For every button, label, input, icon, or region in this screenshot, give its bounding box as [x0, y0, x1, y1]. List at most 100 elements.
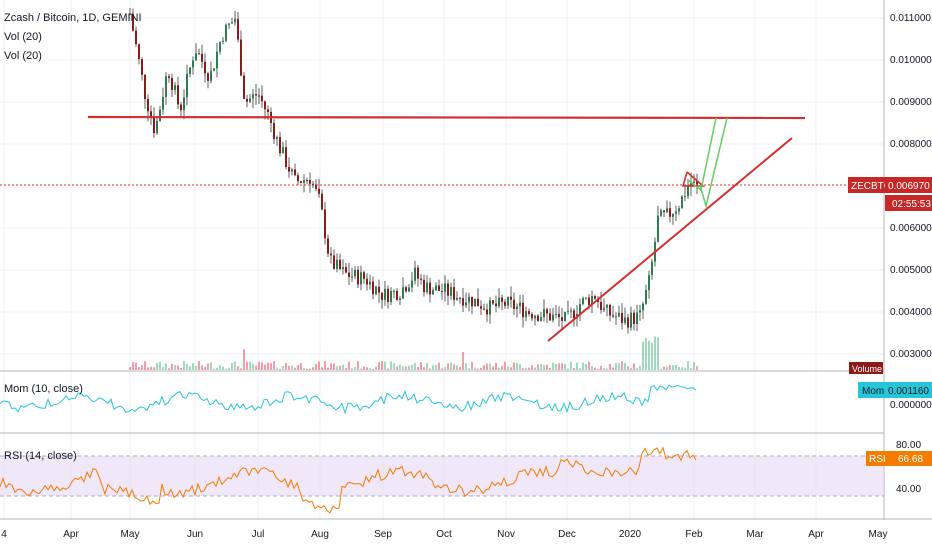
volume-bar [483, 365, 485, 370]
candle-body [171, 78, 173, 90]
momentum-line [0, 384, 697, 415]
price-tick-3: 0.008000 [890, 139, 932, 150]
volume-bar [288, 365, 290, 370]
volume-bar [285, 363, 287, 370]
candle-body [252, 94, 254, 99]
candle-body [492, 300, 494, 304]
candle-body [696, 181, 698, 185]
time-label-9: Dec [558, 529, 576, 540]
volume-bar [447, 363, 449, 370]
rising-support-trendline[interactable] [547, 137, 793, 342]
candle-body [132, 13, 134, 31]
countdown-tag-bg [885, 195, 932, 211]
volume-bar [489, 363, 491, 370]
candle-body [210, 70, 212, 81]
volume-bar [321, 367, 323, 370]
candle-body [147, 99, 149, 112]
candle-body [330, 253, 332, 256]
candle-body [636, 312, 638, 324]
volume-bar [561, 363, 563, 370]
volume-bar [651, 342, 653, 370]
candle-body [165, 76, 167, 98]
volume-bar [423, 367, 425, 370]
volume-bar [555, 363, 557, 370]
candle-body [288, 166, 290, 172]
price-tick-0: 0.011000 [890, 13, 931, 24]
volume-bar [222, 366, 224, 370]
candle-body [600, 301, 602, 310]
candle-body [159, 109, 161, 121]
volume-bar [141, 365, 143, 370]
candle-body [327, 238, 329, 254]
volume-bar [231, 362, 233, 370]
candle-body [387, 288, 389, 303]
candle-body [552, 314, 554, 321]
candle-body [348, 272, 350, 278]
volume-bar [465, 363, 467, 370]
candle-body [537, 315, 539, 321]
volume-bar [474, 367, 476, 370]
volume-bar [657, 337, 659, 370]
candle-body [162, 97, 164, 110]
candle-body [414, 267, 416, 281]
volume-bar [189, 366, 191, 370]
triangle-pattern[interactable] [681, 171, 706, 187]
candle-body [567, 311, 569, 313]
volume-bar [624, 362, 626, 370]
volume-bar [177, 365, 179, 370]
candle-body [459, 297, 461, 299]
candle-body [129, 13, 131, 15]
horizontal-resistance-line[interactable] [87, 115, 806, 120]
price-tick-7: 0.003000 [890, 349, 932, 360]
candle-body [219, 41, 221, 52]
volume-bar [435, 365, 437, 370]
volume-bar [396, 366, 398, 370]
candle-body [675, 211, 677, 214]
volume-bar [597, 368, 599, 370]
candle-body [276, 137, 278, 139]
candle-body [621, 312, 623, 323]
volume-bar [129, 367, 131, 370]
candle-body [687, 186, 689, 197]
candle-body [135, 30, 137, 45]
candle-body [399, 298, 401, 300]
projection-path-2[interactable] [699, 117, 728, 209]
candle-body [234, 18, 236, 23]
candle-body [435, 285, 437, 291]
volume-bar [132, 361, 134, 370]
candle-body [303, 180, 305, 183]
volume-bar [201, 365, 203, 370]
candle-body [204, 61, 206, 74]
volume-bar [291, 365, 293, 370]
volume-bar [660, 368, 662, 370]
candle-body [633, 312, 635, 324]
candle-body [312, 183, 314, 185]
candle-body [273, 122, 275, 139]
candle-body [465, 302, 467, 306]
volume-bar [552, 362, 554, 370]
candle-body [456, 297, 458, 300]
volume-bar [378, 362, 380, 370]
candle-body [489, 300, 491, 315]
candle-body [513, 299, 515, 309]
momentum-tag-value: 0.001160 [888, 386, 929, 397]
candle-body [279, 137, 281, 154]
volume-bar [639, 365, 641, 370]
candle-body [693, 181, 695, 183]
candle-body [168, 76, 170, 79]
candle-body [192, 60, 194, 68]
candle-body [366, 278, 368, 285]
volume-bar [252, 363, 254, 370]
volume-bar [345, 367, 347, 370]
volume-bar [198, 361, 200, 370]
candle-body [504, 301, 506, 306]
candle-body [150, 111, 152, 118]
price-tag-bg [885, 177, 932, 193]
volume-bar [549, 368, 551, 370]
volume-bar [300, 363, 302, 370]
time-label-7: Oct [436, 529, 452, 540]
volume-bar [165, 363, 167, 370]
candle-body [381, 292, 383, 300]
